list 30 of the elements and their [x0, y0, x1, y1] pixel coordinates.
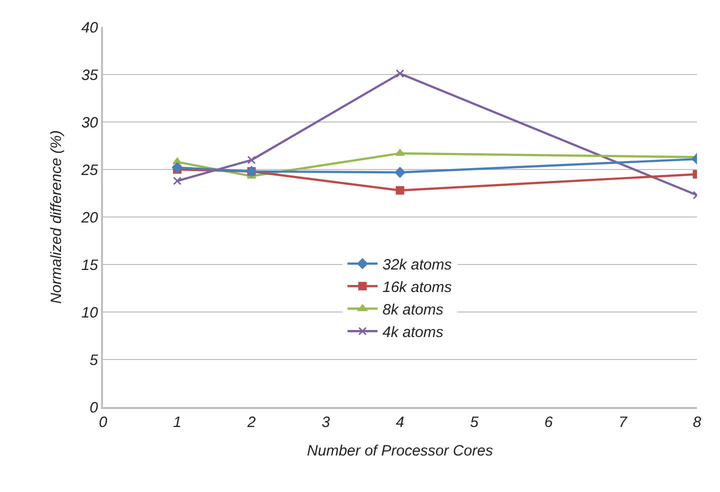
x-tick-label: 1: [173, 414, 182, 431]
y-tick-label: 5: [90, 352, 99, 369]
point: [395, 149, 405, 156]
x-tick-label: 4: [396, 414, 404, 431]
point: [394, 167, 406, 178]
point: [173, 176, 182, 186]
x-tick-label: 8: [692, 414, 702, 431]
y-tick-label: 0: [90, 399, 99, 416]
x-tick-label: 6: [544, 414, 554, 431]
y-tick-label: 10: [81, 304, 99, 322]
legend-label: 16k atoms: [382, 279, 452, 296]
point: [396, 69, 404, 78]
point: [247, 156, 256, 164]
point: [172, 162, 183, 173]
y-tick-label: 15: [81, 256, 99, 274]
x-tick-label: 3: [322, 414, 331, 431]
point: [396, 186, 404, 195]
x-tick-label: 2: [246, 414, 256, 431]
y-tick-label: 35: [81, 66, 99, 84]
x-axis-title: Number of Processor Cores: [307, 442, 494, 460]
y-tick-label: 30: [81, 114, 99, 132]
y-axis-title: Normalized difference (%): [48, 130, 66, 304]
y-tick-label: 20: [80, 209, 99, 226]
x-tick-label: 7: [618, 414, 628, 431]
y-tick-label: 40: [81, 19, 99, 36]
y-tick-label: 25: [80, 162, 99, 179]
legend-label: 8k atoms: [382, 302, 444, 318]
x-tick-label: 5: [470, 414, 480, 431]
legend-label: 32k atoms: [382, 256, 452, 274]
legend-label: 4k atoms: [382, 324, 444, 341]
